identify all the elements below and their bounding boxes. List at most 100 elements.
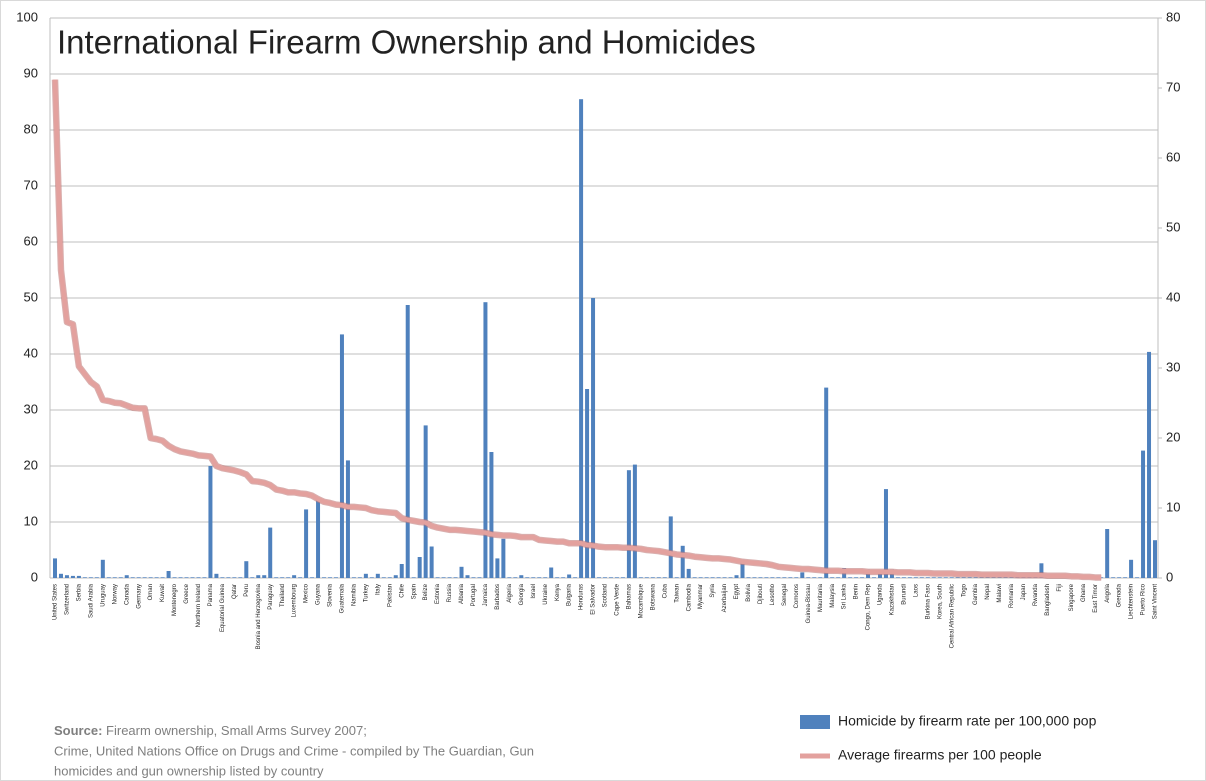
x-tick-label: Portugal: [471, 584, 477, 606]
bar: [579, 99, 584, 578]
bar: [70, 575, 75, 578]
bar: [172, 577, 177, 578]
x-tick-label: Serbia: [76, 583, 82, 601]
bar: [782, 577, 787, 578]
bar: [770, 577, 775, 578]
bar: [286, 577, 291, 578]
bar: [830, 577, 835, 578]
y2-tick-label: 50: [1166, 219, 1180, 234]
bar: [728, 577, 733, 578]
x-tick-label: Belize: [423, 583, 429, 600]
x-tick-label: Scotland: [603, 584, 609, 607]
x-tick-label: Djibouti: [758, 584, 764, 604]
bar: [447, 577, 452, 578]
bar: [459, 566, 464, 578]
bar: [130, 577, 135, 578]
bar: [806, 577, 811, 578]
bar: [166, 571, 171, 578]
x-tick-label: Switzerland: [65, 584, 71, 615]
x-tick-label: Korea, South: [937, 584, 943, 619]
bar: [292, 575, 297, 578]
x-tick-label: Guatemala: [340, 583, 346, 613]
bar: [662, 577, 667, 578]
x-tick-label: Namibia: [351, 583, 357, 606]
bar: [453, 577, 458, 578]
bar: [758, 577, 763, 578]
x-tick-label: Luxembourg: [292, 584, 298, 617]
x-tick-label: Germany: [136, 584, 142, 609]
bar: [872, 577, 877, 578]
y2-tick-label: 70: [1166, 79, 1180, 94]
x-tick-label: Malawi: [997, 584, 1003, 603]
bar: [405, 305, 410, 578]
x-tick-label: Lesotho: [770, 583, 776, 605]
bar: [764, 577, 769, 578]
x-tick-label: Japan: [1021, 584, 1027, 600]
bar: [501, 538, 506, 578]
bar: [351, 577, 356, 578]
bar: [94, 577, 99, 578]
x-tick-label: Jamaica: [483, 583, 489, 606]
x-tick-label: Guinea-Bissau: [806, 584, 812, 623]
bar: [776, 577, 781, 578]
x-tick-label: Oman: [148, 584, 154, 600]
bar: [387, 577, 392, 578]
bar: [537, 577, 542, 578]
bar: [310, 577, 315, 578]
y-tick-label: 50: [24, 289, 38, 304]
bar: [1141, 450, 1146, 578]
bar: [471, 577, 476, 578]
x-tick-label: Cambodia: [686, 583, 692, 611]
legend-label: Homicide by firearm rate per 100,000 pop: [838, 713, 1097, 729]
y2-tick-label: 10: [1166, 499, 1180, 514]
bar: [118, 577, 123, 578]
bar: [322, 577, 327, 578]
bar: [1105, 529, 1110, 578]
x-tick-label: Mauritania: [818, 583, 824, 612]
bar: [304, 509, 309, 578]
y2-tick-label: 20: [1166, 429, 1180, 444]
bar: [656, 577, 661, 578]
y2-tick-label: 60: [1166, 149, 1180, 164]
x-tick-label: Uganda: [878, 583, 884, 605]
x-tick-label: Chile: [399, 583, 405, 597]
bar: [704, 577, 709, 578]
x-tick-label: Cuba: [662, 583, 668, 598]
bar: [220, 577, 225, 578]
x-tick-label: Qatar: [232, 584, 238, 599]
bar: [591, 298, 596, 578]
x-tick-label: Georgia: [519, 583, 525, 605]
bar: [58, 573, 63, 578]
y2-tick-label: 30: [1166, 359, 1180, 374]
x-tick-label: Mexico: [304, 583, 310, 603]
bar: [716, 577, 721, 578]
x-tick-label: Turkey: [363, 584, 369, 602]
x-tick-label: Puerto Rico: [1141, 583, 1147, 615]
x-tick-label: Bulgaria: [567, 583, 573, 606]
bar: [895, 577, 900, 578]
bar: [208, 466, 213, 578]
bar: [82, 577, 87, 578]
bar: [106, 577, 111, 578]
x-tick-label: Taiwan: [674, 584, 680, 603]
bar: [686, 568, 691, 578]
x-tick-label: Mozambique: [638, 583, 644, 618]
x-tick-label: Ukraine: [543, 583, 549, 604]
bar: [525, 577, 530, 578]
x-tick-label: Slovenia: [328, 583, 334, 607]
y-tick-label: 90: [24, 65, 38, 80]
bar: [860, 577, 865, 578]
bar: [1111, 577, 1116, 578]
bar: [393, 575, 398, 578]
y-tick-label: 70: [24, 177, 38, 192]
source: Source: Firearm ownership, Small Arms Su…: [54, 723, 367, 738]
bar: [148, 577, 153, 578]
x-tick-label: Kenya: [555, 583, 561, 601]
bar: [513, 577, 518, 578]
bar: [883, 489, 888, 578]
bar: [262, 575, 267, 578]
bar: [477, 577, 482, 578]
y-tick-label: 30: [24, 401, 38, 416]
bar: [901, 577, 906, 578]
